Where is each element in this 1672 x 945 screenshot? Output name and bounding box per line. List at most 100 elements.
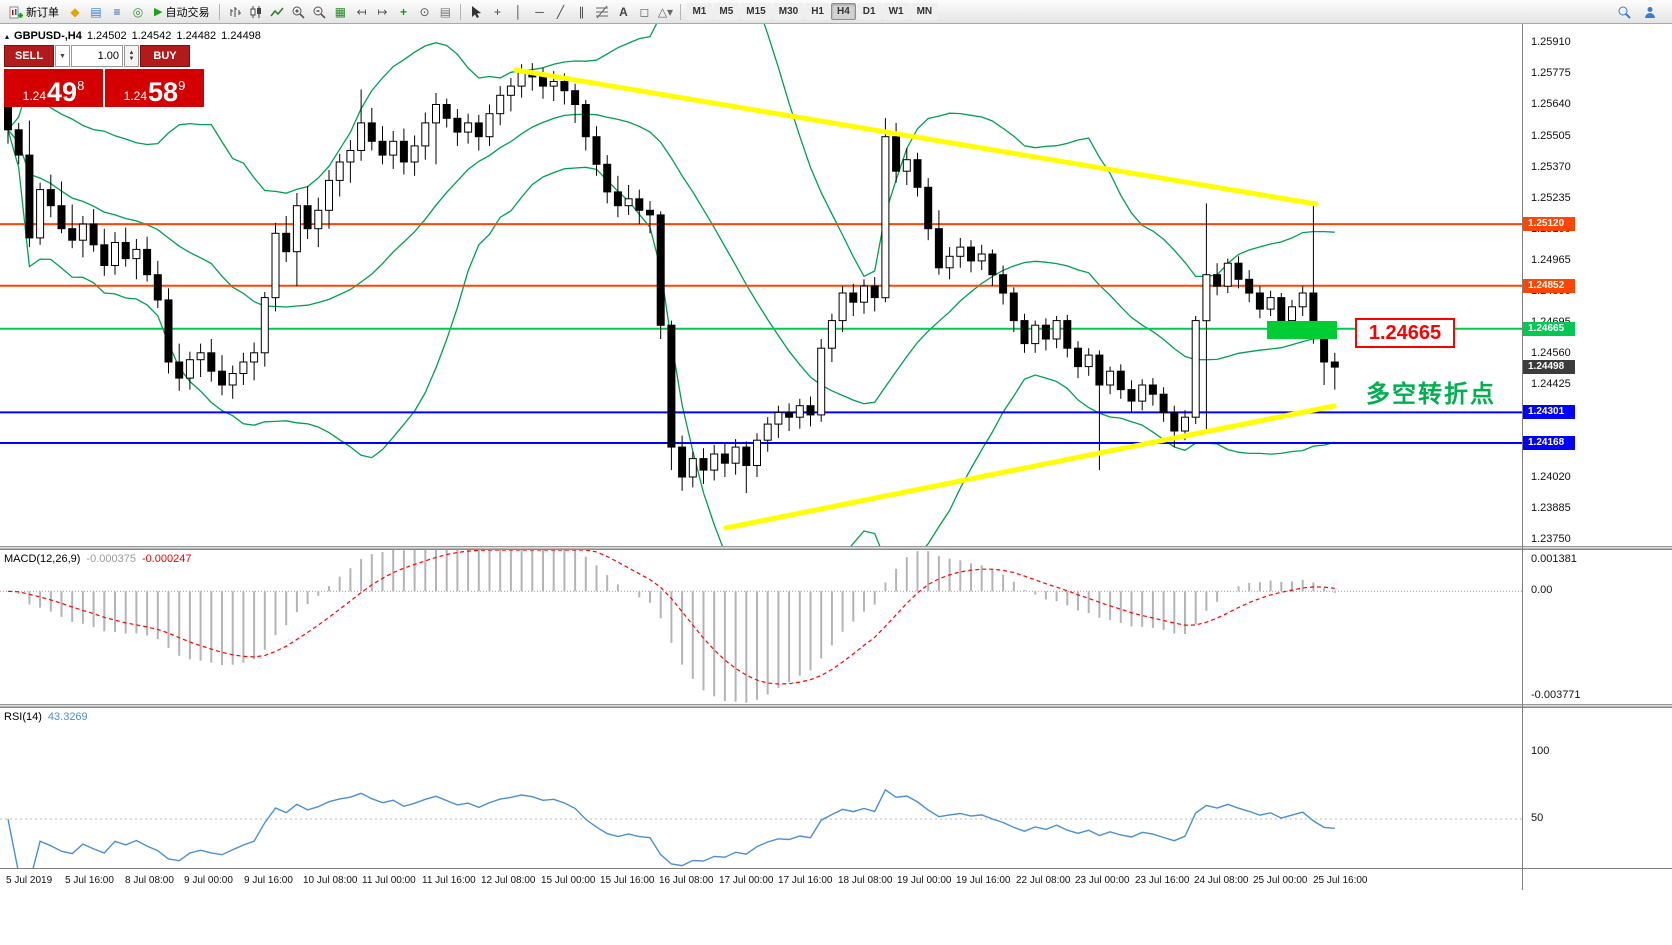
- tf-h4[interactable]: H4: [830, 3, 856, 20]
- pane-splitter-rsi[interactable]: [0, 704, 1672, 708]
- indicators-icon[interactable]: +: [399, 4, 407, 19]
- time-axis-label: 23 Jul 16:00: [1135, 875, 1190, 886]
- price-axis-tick: 1.24965: [1531, 254, 1571, 266]
- rsi-axis-100: 100: [1531, 745, 1550, 757]
- volume-stepper[interactable]: ▲ ▼: [124, 45, 139, 67]
- tf-w1[interactable]: W1: [882, 3, 910, 20]
- rsi-label: RSI(14) 43.3269: [4, 711, 88, 723]
- sell-price-prefix: 1.24: [22, 89, 47, 103]
- price-axis-tick: 1.25505: [1531, 130, 1571, 142]
- tf-d1[interactable]: D1: [856, 3, 882, 20]
- sell-price-display[interactable]: 1.24 49 8: [4, 69, 103, 107]
- tile-windows-icon[interactable]: ▦: [334, 4, 347, 19]
- time-axis-label: 22 Jul 08:00: [1016, 875, 1071, 886]
- market-watch-icon[interactable]: ◆: [70, 4, 80, 19]
- buy-price-prefix: 1.24: [123, 89, 148, 103]
- time-axis-label: 15 Jul 00:00: [541, 875, 596, 886]
- price-level-badge: 1.24852: [1523, 279, 1575, 293]
- ohlc-low: 1.24482: [176, 30, 217, 42]
- one-click-trading-panel: SELL ▼ 1.00 ▲ ▼ BUY 1.24 49 8 1.24 58 9: [4, 45, 204, 107]
- rsi-name: RSI(14): [4, 711, 42, 723]
- auto-scroll-icon[interactable]: ↤: [356, 4, 367, 19]
- time-axis-label: 16 Jul 08:00: [659, 875, 714, 886]
- time-axis-label: 25 Jul 16:00: [1313, 875, 1368, 886]
- horizontal-line-tool-icon[interactable]: ─: [535, 4, 544, 19]
- period-clock-icon[interactable]: ⊙: [419, 4, 430, 19]
- cursor-tool-icon[interactable]: [466, 2, 486, 22]
- buy-price-sup: 9: [178, 78, 186, 93]
- toolbar-separator: [680, 3, 682, 20]
- channel-tool-icon[interactable]: ∥: [578, 4, 585, 19]
- zoom-out-icon[interactable]: [309, 2, 329, 22]
- rsi-axis-50: 50: [1531, 812, 1544, 824]
- time-axis-label: 18 Jul 08:00: [838, 875, 893, 886]
- price-axis-tick: 1.24560: [1531, 347, 1571, 359]
- price-axis-tick: 1.25775: [1531, 67, 1571, 79]
- line-chart-type-icon[interactable]: [267, 2, 287, 22]
- time-axis-label: 17 Jul 00:00: [719, 875, 774, 886]
- label-tool-icon[interactable]: ◻: [639, 4, 650, 19]
- data-window-icon[interactable]: ▤: [90, 4, 102, 19]
- candlesticks: [4, 63, 1339, 494]
- community-icon[interactable]: [1640, 2, 1660, 22]
- macd-canvas[interactable]: [0, 550, 1522, 704]
- pane-splitter-macd[interactable]: [0, 546, 1672, 550]
- tf-m15[interactable]: M15: [740, 3, 772, 20]
- turning-point-annotation[interactable]: 多空转折点: [1366, 381, 1496, 408]
- price-callout-label[interactable]: 1.24665: [1355, 318, 1455, 348]
- toolbar-separator: [460, 3, 462, 20]
- text-tool-icon[interactable]: A: [619, 4, 628, 19]
- buy-button[interactable]: BUY: [140, 45, 190, 67]
- support-zone-box[interactable]: [1267, 321, 1337, 339]
- navigator-icon[interactable]: ≡: [113, 4, 121, 19]
- price-axis-tick: 1.23750: [1531, 533, 1571, 545]
- time-axis-label: 19 Jul 16:00: [956, 875, 1011, 886]
- macd-label: MACD(12,26,9) -0.000375 -0.000247: [4, 553, 192, 565]
- terminal-icon[interactable]: ◎: [132, 4, 144, 19]
- trendline-2[interactable]: [723, 403, 1337, 531]
- time-axis[interactable]: 5 Jul 2019 5 Jul 16:00 8 Jul 08:00 9 Jul 00…: [0, 868, 1672, 891]
- time-axis-label: 24 Jul 08:00: [1194, 875, 1249, 886]
- chart-workspace: ▴ GBPUSD-,H4 1.24502 1.24542 1.24482 1.2…: [0, 24, 1672, 945]
- trendline-tool-icon[interactable]: ╱: [556, 4, 565, 19]
- vertical-line-tool-icon[interactable]: │: [514, 4, 523, 19]
- rsi-line: [7, 788, 1335, 868]
- volume-input[interactable]: 1.00: [71, 45, 123, 67]
- new-order-icon: [9, 6, 23, 18]
- main-chart-pane: ▴ GBPUSD-,H4 1.24502 1.24542 1.24482 1.2…: [0, 24, 1672, 546]
- price-axis-tick: 1.25910: [1531, 36, 1571, 48]
- time-axis-label: 5 Jul 16:00: [65, 875, 114, 886]
- autotrade-button[interactable]: ▶ 自动交易: [149, 1, 214, 23]
- tf-mn[interactable]: MN: [910, 3, 939, 20]
- buy-price-big: 58: [148, 77, 179, 107]
- tf-m5[interactable]: M5: [713, 3, 740, 20]
- price-axis[interactable]: 1.25910 1.25775 1.25640 1.25505 1.25370 1.252…: [1522, 24, 1672, 546]
- tf-m1[interactable]: M1: [686, 3, 713, 20]
- main-chart-canvas[interactable]: [0, 24, 1522, 546]
- new-order-button[interactable]: 新订单: [4, 1, 64, 23]
- rsi-canvas[interactable]: [0, 708, 1522, 868]
- volume-dropdown[interactable]: ▼: [55, 45, 70, 67]
- time-axis-label: 17 Jul 16:00: [778, 875, 833, 886]
- shapes-dropdown-icon[interactable]: △▾: [657, 4, 674, 19]
- ohlc-high: 1.24542: [131, 30, 172, 42]
- time-axis-label: 11 Jul 00:00: [362, 875, 416, 886]
- macd-histogram: [17, 550, 1336, 703]
- price-axis-tick: 1.25370: [1531, 161, 1571, 173]
- crosshair-tool-icon[interactable]: +: [493, 4, 501, 19]
- zoom-in-icon[interactable]: [288, 2, 308, 22]
- buy-price-display[interactable]: 1.24 58 9: [105, 69, 204, 107]
- templates-icon[interactable]: ▤: [439, 4, 452, 19]
- fibonacci-tool-icon[interactable]: [592, 2, 612, 22]
- tf-h1[interactable]: H1: [805, 3, 830, 20]
- axis-separator-line: [1522, 24, 1523, 890]
- search-icon[interactable]: [1614, 2, 1634, 22]
- sell-button[interactable]: SELL: [4, 45, 54, 67]
- tf-m30[interactable]: M30: [772, 3, 805, 20]
- trendline-1[interactable]: [513, 67, 1319, 207]
- chart-shift-icon[interactable]: ↦: [377, 4, 388, 19]
- candle-chart-type-icon[interactable]: [246, 2, 266, 22]
- sell-price-big: 49: [47, 77, 78, 107]
- time-axis-label: 25 Jul 00:00: [1253, 875, 1308, 886]
- bar-chart-type-icon[interactable]: [225, 2, 245, 22]
